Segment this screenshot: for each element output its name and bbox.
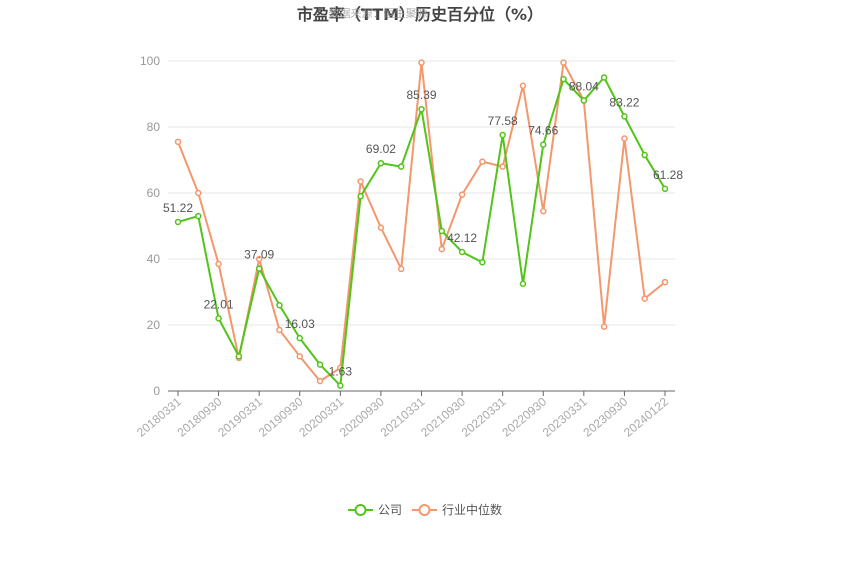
company-data-label: 42.12 xyxy=(447,231,477,245)
company-data-label: 83.22 xyxy=(609,95,639,109)
y-tick-label: 0 xyxy=(153,384,160,398)
company-data-label: 88.04 xyxy=(569,79,599,93)
company-point xyxy=(580,97,588,104)
company-point xyxy=(357,193,364,200)
company-data-label: 37.09 xyxy=(244,248,274,262)
company-point xyxy=(519,280,527,287)
company-point xyxy=(276,301,283,309)
legend-industry-marker-icon xyxy=(418,504,431,516)
y-tick-label: 40 xyxy=(147,252,161,266)
x-tick-label: 20240122 xyxy=(621,394,671,439)
legend: 公司 行业中位数 xyxy=(348,502,502,517)
industry-point xyxy=(418,59,425,66)
company-series-line xyxy=(177,76,666,387)
legend-item-company[interactable]: 公司 xyxy=(348,503,402,517)
company-point xyxy=(195,212,202,220)
company-point xyxy=(641,151,648,159)
industry-point xyxy=(600,323,608,330)
company-point xyxy=(499,131,506,139)
company-data-label: 22.01 xyxy=(204,297,234,311)
industry-point xyxy=(357,178,364,185)
industry-point xyxy=(316,377,324,385)
company-point xyxy=(255,265,263,272)
company-point xyxy=(540,141,547,148)
company-point xyxy=(337,382,344,389)
legend-item-industry-median[interactable]: 行业中位数 xyxy=(412,502,502,517)
company-point xyxy=(377,159,385,167)
company-data-label: 85.39 xyxy=(406,88,436,102)
company-data-label: 74.66 xyxy=(528,124,558,138)
company-point xyxy=(600,74,608,81)
industry-point xyxy=(174,138,182,146)
company-point xyxy=(438,227,446,235)
data-labels: 51.22 22.01 37.09 16.03 1.63 69.02 85.39 42.12 7… xyxy=(163,79,683,378)
company-point xyxy=(215,315,222,322)
industry-point xyxy=(499,163,506,170)
company-point xyxy=(174,218,182,226)
company-data-label: 51.22 xyxy=(163,201,193,215)
series-layer xyxy=(174,59,669,389)
chart-title: 市盈率（TTM）历史百分位（%） xyxy=(297,5,543,24)
industry-point xyxy=(276,326,283,334)
company-point xyxy=(316,361,324,368)
industry-point xyxy=(540,207,547,215)
company-point xyxy=(621,113,628,120)
industry-point xyxy=(255,255,263,263)
y-tick-label: 20 xyxy=(147,318,161,332)
y-tick-label: 80 xyxy=(147,120,161,134)
industry-point xyxy=(560,59,567,66)
company-point xyxy=(235,353,243,360)
company-point xyxy=(458,248,466,256)
industry-point xyxy=(458,191,466,198)
industry-point xyxy=(621,135,628,142)
company-point xyxy=(479,259,486,266)
company-data-label: 1.63 xyxy=(329,365,353,379)
company-point xyxy=(397,163,405,170)
industry-point xyxy=(397,265,405,273)
industry-point xyxy=(377,224,385,231)
company-point xyxy=(661,185,669,193)
company-data-label: 61.28 xyxy=(653,168,683,182)
industry-point xyxy=(479,158,486,165)
legend-company-label: 公司 xyxy=(378,503,402,517)
industry-point xyxy=(215,260,222,268)
industry-point xyxy=(641,295,648,302)
company-point xyxy=(418,105,425,113)
industry-point xyxy=(438,245,446,253)
company-point xyxy=(296,334,303,342)
industry-point xyxy=(195,189,202,197)
legend-company-marker-icon xyxy=(354,504,367,516)
company-data-label: 69.02 xyxy=(366,142,396,156)
axes: 0204060801002018033120180930201903312019… xyxy=(134,54,675,440)
company-data-label: 16.03 xyxy=(285,317,315,331)
company-data-label: 77.58 xyxy=(488,114,518,128)
industry-point xyxy=(296,353,303,360)
legend-industry-label: 行业中位数 xyxy=(442,502,502,517)
industry-point xyxy=(661,278,669,286)
company-point xyxy=(560,75,567,83)
y-tick-label: 60 xyxy=(147,186,161,200)
chart-watermark: 数据来源：恒生聚源 xyxy=(329,6,428,20)
y-tick-label: 100 xyxy=(140,54,160,68)
industry-point xyxy=(519,82,527,89)
